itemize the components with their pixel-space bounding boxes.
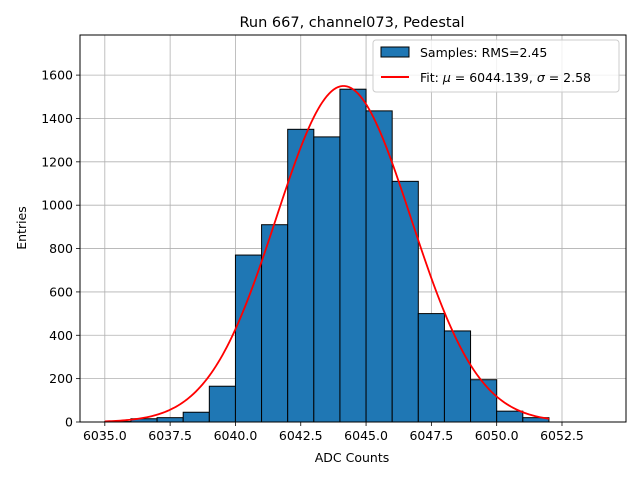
y-tick-label: 1200 bbox=[41, 154, 73, 169]
histogram-bar bbox=[391, 180, 419, 423]
x-tick-label: 6035.0 bbox=[83, 428, 127, 443]
histogram-bar bbox=[234, 254, 263, 423]
x-axis-ticks: 6035.0 6037.5 6040.0 6042.5 6045.0 6047.5 6050… bbox=[83, 422, 584, 443]
histogram-bar bbox=[208, 385, 236, 423]
chart-title: Run 667, channel073, Pedestal bbox=[239, 15, 464, 31]
histogram-bar bbox=[443, 330, 472, 423]
x-tick-label: 6042.5 bbox=[279, 428, 323, 443]
y-tick-label: 1600 bbox=[41, 68, 73, 83]
y-tick-label: 1400 bbox=[41, 111, 73, 126]
x-tick-label: 6040.0 bbox=[214, 428, 258, 443]
gaussian-fit-curve bbox=[104, 85, 550, 423]
histogram-bar bbox=[156, 417, 184, 423]
histogram-bar bbox=[470, 379, 498, 423]
legend-label-fit: Fit: μ = 6044.139, σ = 2.58 bbox=[420, 70, 591, 85]
y-tick-label: 400 bbox=[49, 328, 73, 343]
y-tick-label: 200 bbox=[49, 371, 73, 386]
x-tick-label: 6047.5 bbox=[409, 428, 453, 443]
y-tick-label: 1000 bbox=[41, 198, 73, 213]
legend: Samples: RMS=2.45 Fit: μ = 6044.139, σ =… bbox=[372, 39, 620, 93]
legend-swatch-samples bbox=[380, 46, 410, 58]
plot-frame bbox=[79, 34, 627, 423]
y-axis-label: Entries bbox=[14, 206, 29, 250]
histogram-bar bbox=[339, 88, 367, 423]
x-tick-label: 6045.0 bbox=[344, 428, 388, 443]
histogram-bar bbox=[365, 110, 393, 423]
x-tick-label: 6052.5 bbox=[540, 428, 584, 443]
histogram-bar bbox=[313, 136, 341, 423]
histogram-bar bbox=[496, 410, 524, 423]
fit-curve-layer bbox=[104, 85, 550, 423]
histogram-bars bbox=[104, 88, 550, 423]
x-tick-label: 6037.5 bbox=[148, 428, 192, 443]
y-axis-ticks: 0 200 400 600 800 1000 1200 1400 1600 bbox=[41, 68, 80, 430]
x-axis-label: ADC Counts bbox=[315, 450, 390, 465]
y-tick-label: 0 bbox=[65, 415, 73, 430]
histogram-bar bbox=[417, 313, 445, 423]
y-tick-label: 600 bbox=[49, 284, 73, 299]
histogram-bar bbox=[261, 224, 289, 423]
y-tick-label: 800 bbox=[49, 241, 73, 256]
histogram-bar bbox=[182, 411, 210, 423]
x-tick-label: 6050.0 bbox=[475, 428, 519, 443]
legend-label-samples: Samples: RMS=2.45 bbox=[420, 45, 547, 60]
legend-box bbox=[372, 39, 620, 93]
